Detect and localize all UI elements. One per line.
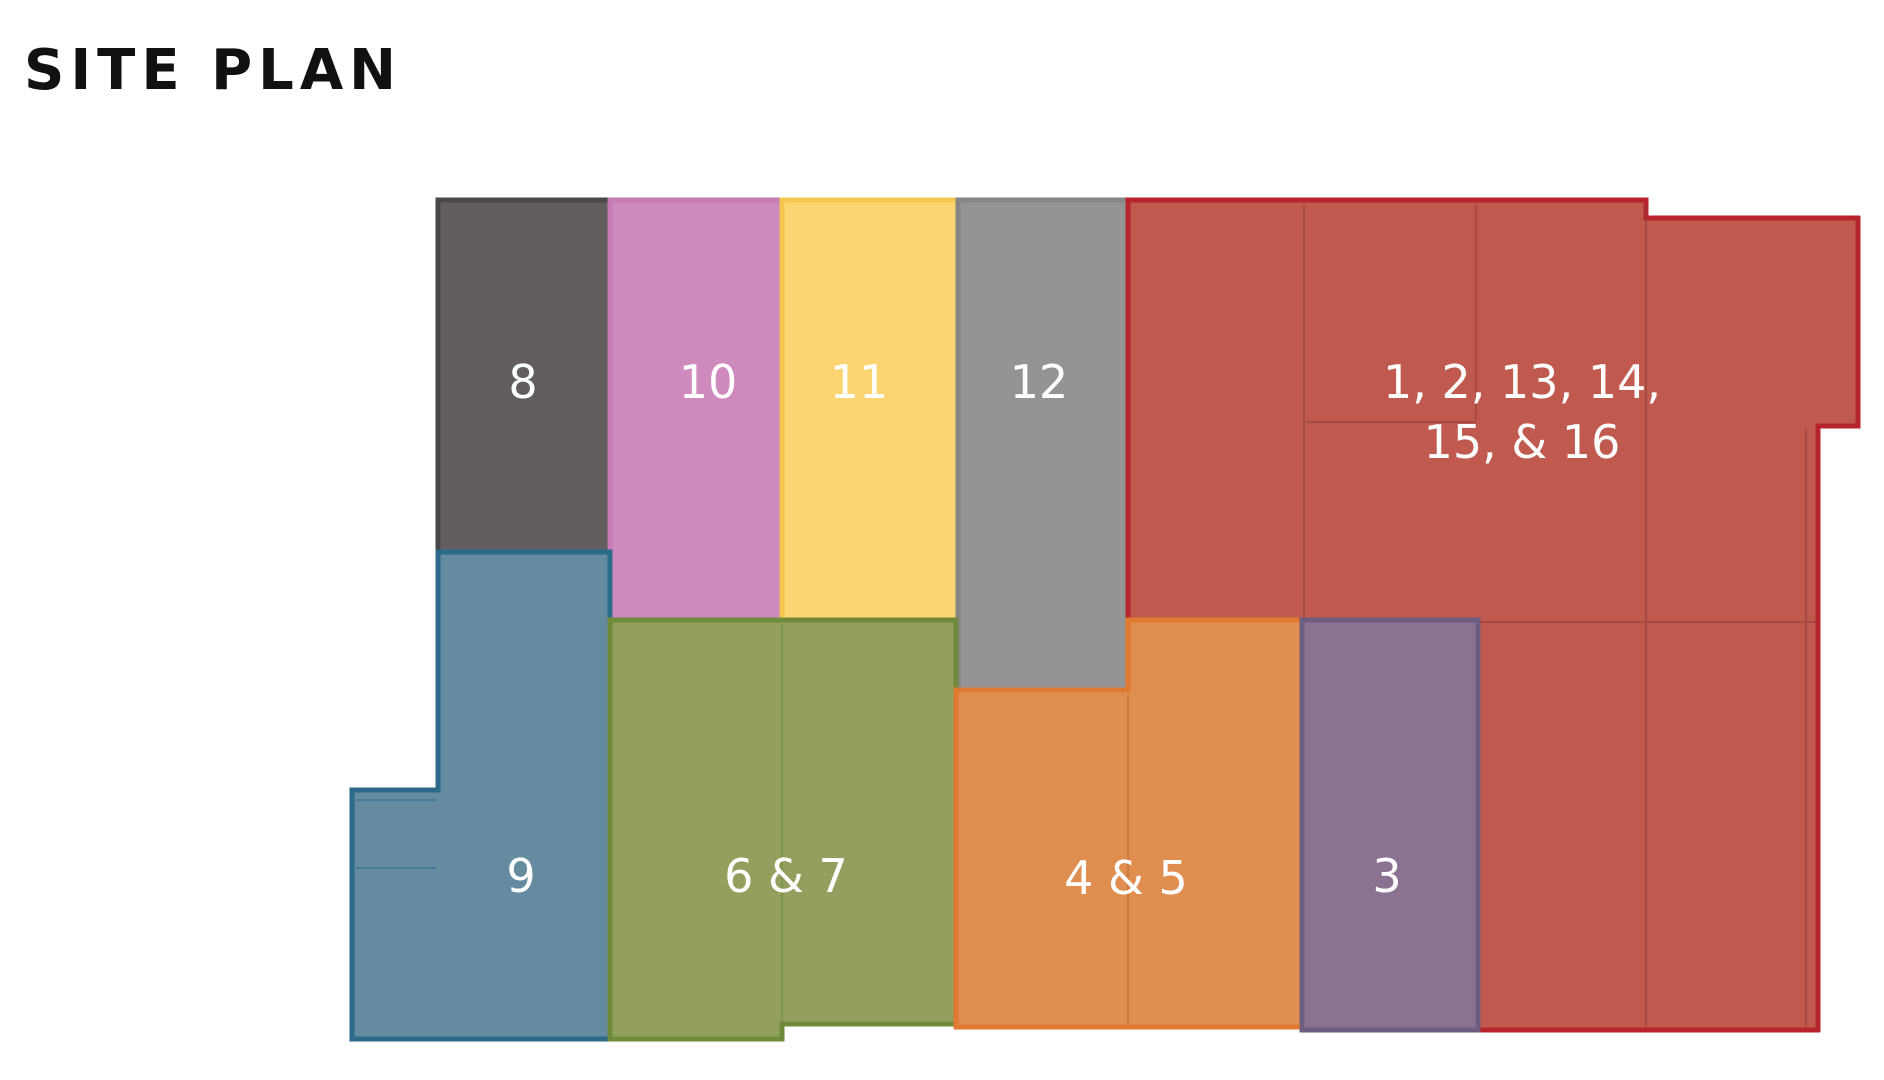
unit-label-10: 10	[679, 355, 738, 409]
unit-label-1-line2: 15, & 16	[1424, 415, 1621, 469]
unit-10[interactable]	[607, 197, 785, 623]
interior-walls	[356, 205, 1815, 1026]
unit-label-9: 9	[506, 849, 535, 903]
unit-3[interactable]	[1299, 617, 1481, 1033]
unit-label-4-5: 4 & 5	[1064, 851, 1188, 905]
unit-label-1-line1: 1, 2, 13, 14,	[1383, 355, 1661, 409]
unit-9[interactable]	[349, 549, 613, 1042]
unit-label-6-7: 6 & 7	[724, 849, 848, 903]
unit-12[interactable]	[955, 197, 1131, 693]
unit-label-8: 8	[508, 355, 537, 409]
page-title: SITE PLAN	[24, 38, 403, 103]
unit-11[interactable]	[779, 197, 961, 623]
unit-label-11: 11	[830, 355, 889, 409]
unit-label-12: 12	[1010, 355, 1069, 409]
unit-label-3: 3	[1372, 849, 1401, 903]
